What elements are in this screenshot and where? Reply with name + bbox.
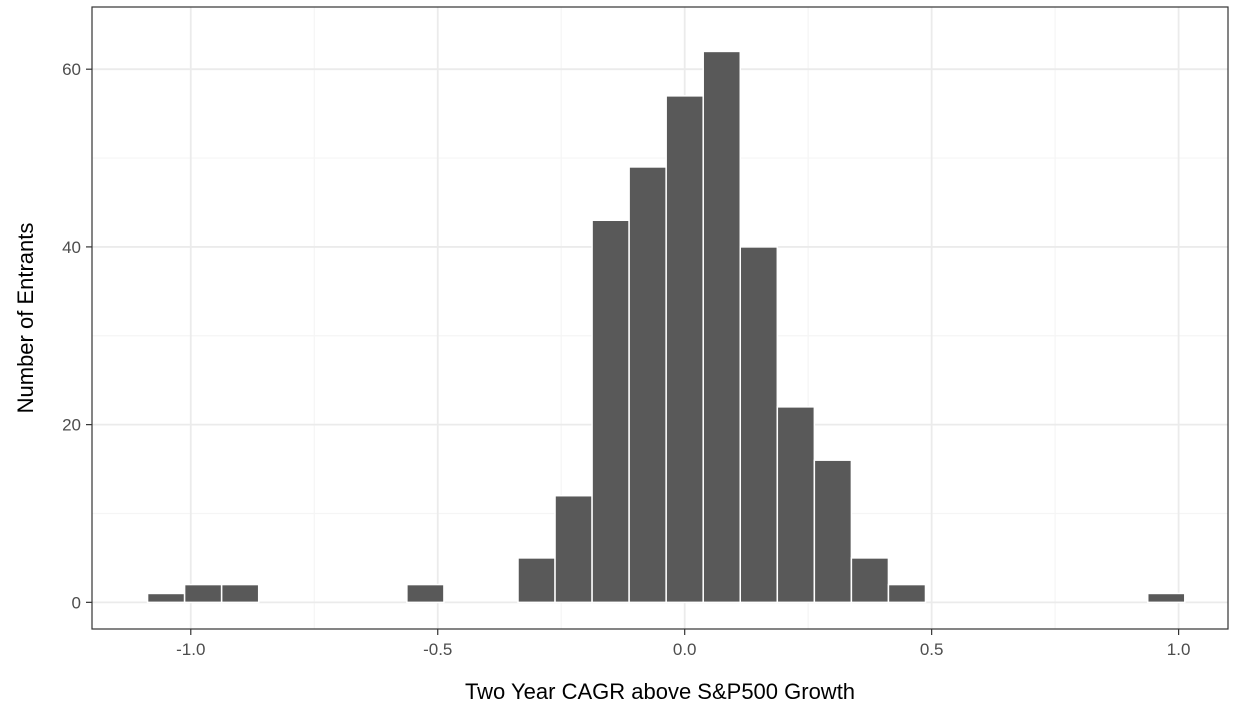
y-tick-label: 40 bbox=[62, 238, 81, 257]
y-tick-label: 20 bbox=[62, 416, 81, 435]
histogram-bar bbox=[591, 219, 630, 604]
histogram-bar bbox=[887, 583, 927, 604]
histogram-bar bbox=[517, 557, 556, 604]
y-axis-title: Number of Entrants bbox=[13, 223, 38, 414]
histogram-bar bbox=[813, 459, 853, 604]
y-tick-label: 60 bbox=[62, 60, 81, 79]
histogram-bar bbox=[776, 406, 816, 604]
y-tick-label: 0 bbox=[72, 593, 81, 612]
histogram-bar bbox=[220, 583, 260, 604]
histogram-bar bbox=[146, 592, 186, 604]
bars-layer bbox=[146, 50, 1186, 604]
histogram-bar bbox=[665, 95, 704, 604]
histogram-bar bbox=[850, 557, 890, 604]
ticks-layer: -1.0 -0.5 0.0 0.5 1.0 0 20 40 60 bbox=[62, 60, 1190, 659]
x-tick-label: -1.0 bbox=[176, 640, 205, 659]
histogram-bar bbox=[628, 166, 667, 604]
histogram-bar bbox=[739, 246, 779, 604]
histogram-bar bbox=[1146, 592, 1186, 604]
x-tick-label: 0.0 bbox=[673, 640, 697, 659]
x-tick-label: -0.5 bbox=[423, 640, 452, 659]
panel-border bbox=[91, 6, 1229, 630]
histogram-bar bbox=[406, 583, 445, 604]
x-tick-label: 0.5 bbox=[920, 640, 944, 659]
histogram-bar bbox=[554, 494, 593, 604]
histogram-bar bbox=[183, 583, 223, 604]
x-axis-title: Two Year CAGR above S&P500 Growth bbox=[465, 679, 855, 704]
x-tick-label: 1.0 bbox=[1167, 640, 1191, 659]
histogram-bar bbox=[702, 50, 742, 604]
